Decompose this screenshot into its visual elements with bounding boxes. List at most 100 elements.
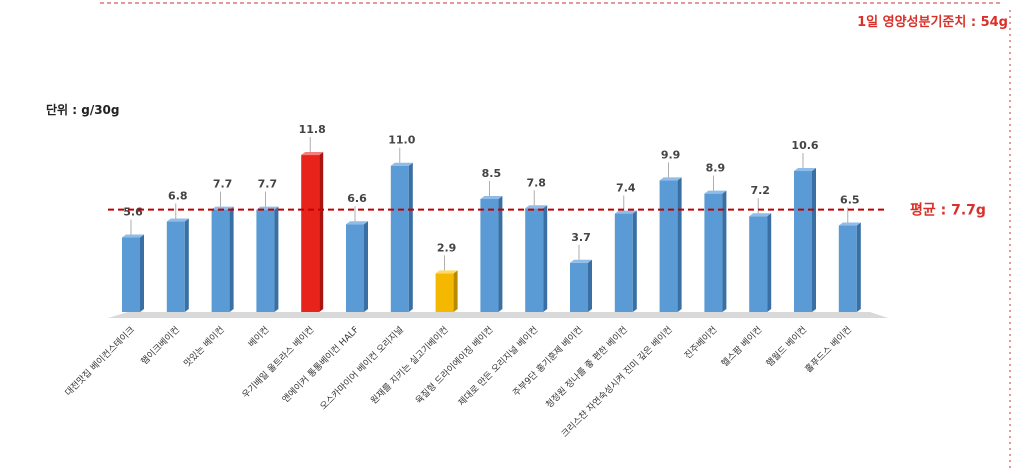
bar-front <box>122 237 140 312</box>
bar-front <box>704 193 723 312</box>
bar-top <box>301 152 324 156</box>
value-label-5: 11.8 <box>299 123 326 136</box>
bar-front <box>659 180 678 312</box>
category-label-16: 햄월드 베이컨 <box>763 324 809 370</box>
bar-top <box>525 205 548 209</box>
category-label-12: 청정원 정나를 좋 편한 베이컨 <box>543 324 630 411</box>
daily-reference-label: 1일 영양성분기준치 : 54g <box>857 14 1008 30</box>
bar-top <box>480 195 503 199</box>
bar-top <box>435 270 458 274</box>
category-label-4: 베이컨 <box>246 324 271 349</box>
bar-side <box>364 221 368 312</box>
value-label-2: 6.8 <box>168 190 188 203</box>
category-label-15: 헬스팜 베이컨 <box>719 324 764 369</box>
bar-11 <box>570 259 592 312</box>
bar-top <box>570 259 592 263</box>
bar-side <box>812 168 816 312</box>
value-label-1: 5.6 <box>123 206 143 219</box>
bar-side <box>274 206 279 312</box>
bar-front <box>525 208 544 312</box>
bar-5 <box>301 152 324 312</box>
bar-10 <box>525 205 548 312</box>
bar-side <box>408 162 413 312</box>
bar-front <box>614 213 633 312</box>
bar-top <box>794 168 816 172</box>
bar-front <box>794 171 812 312</box>
bar-side <box>722 190 727 312</box>
bar-side <box>632 210 637 312</box>
bar-front <box>435 273 454 312</box>
bar-12 <box>614 210 637 312</box>
bar-7 <box>390 162 413 312</box>
bar-front <box>749 216 768 312</box>
bar-side <box>184 218 189 312</box>
category-label-1: 대전맛집 베이컨스테이크 <box>62 324 137 399</box>
average-label: 평균 : 7.7g <box>910 202 986 219</box>
bar-side <box>677 177 682 312</box>
bar-top <box>749 213 772 217</box>
category-label-9: 육질형 드라이에이징 베이컨 <box>413 324 496 407</box>
bar-9 <box>480 195 503 312</box>
bar-front <box>570 262 588 312</box>
bar-top <box>166 218 189 222</box>
category-label-6: 앤에이커 통통베이컨 HALF <box>280 324 361 405</box>
bar-side <box>543 205 548 312</box>
bar-4 <box>256 206 279 312</box>
value-label-9: 8.5 <box>482 167 502 180</box>
bar-top <box>838 222 861 226</box>
category-label-17: 홀푸드스 베이컨 <box>802 324 853 375</box>
bar-front <box>480 198 499 312</box>
bar-3 <box>211 206 234 312</box>
bar-side <box>140 234 144 312</box>
bar-13 <box>659 177 682 312</box>
bar-8 <box>435 270 458 312</box>
bar-6 <box>346 221 368 312</box>
value-label-8: 2.9 <box>437 241 457 254</box>
bar-side <box>498 195 503 312</box>
value-label-13: 9.9 <box>661 148 681 161</box>
bar-top <box>122 234 144 238</box>
bar-2 <box>166 218 189 312</box>
bar-top <box>704 190 727 194</box>
value-label-4: 7.7 <box>258 178 278 191</box>
bar-1 <box>122 234 144 312</box>
bar-front <box>166 221 185 312</box>
bar-front <box>346 224 364 312</box>
bars-layer: 5.6 6.8 7.7 7.7 11.8 6.6 11.0 2.9 8.5 7.8 3.7 7.4 9.… <box>122 123 861 312</box>
value-label-6: 6.6 <box>347 192 367 205</box>
value-label-3: 7.7 <box>213 178 233 191</box>
bar-17 <box>838 222 861 312</box>
unit-label: 단위 : g/30g <box>46 102 120 117</box>
bar-side <box>319 152 324 312</box>
bar-front <box>838 225 857 312</box>
value-label-12: 7.4 <box>616 182 636 195</box>
bar-14 <box>704 190 727 312</box>
value-label-15: 7.2 <box>750 184 770 197</box>
bar-top <box>659 177 682 181</box>
category-label-10: 제대로 만든 오리지널 베이컨 <box>456 324 540 408</box>
category-label-7: 오스카마이어 베이컨 오리지널 <box>318 324 406 412</box>
bar-top <box>346 221 368 225</box>
bar-front <box>211 209 230 312</box>
category-label-5: 우기배일 울트라스 베이컨 <box>240 324 316 400</box>
value-label-14: 8.9 <box>706 162 726 175</box>
bar-15 <box>749 213 772 312</box>
bar-side <box>453 270 458 312</box>
bar-16 <box>794 168 816 312</box>
category-label-2: 햄이크베이컨 <box>138 324 182 368</box>
bar-front <box>256 209 275 312</box>
category-label-8: 원재를 지키는 실고기베이컨 <box>369 324 451 406</box>
bar-side <box>588 259 592 312</box>
value-label-11: 3.7 <box>571 231 591 244</box>
chart-floor <box>108 312 888 318</box>
bar-front <box>301 155 320 312</box>
value-label-10: 7.8 <box>526 176 546 189</box>
bar-top <box>390 162 413 166</box>
category-label-14: 진주베이컨 <box>682 324 719 361</box>
bar-top <box>614 210 637 214</box>
bar-side <box>856 222 861 312</box>
bar-front <box>390 165 409 312</box>
value-label-17: 6.5 <box>840 194 860 207</box>
